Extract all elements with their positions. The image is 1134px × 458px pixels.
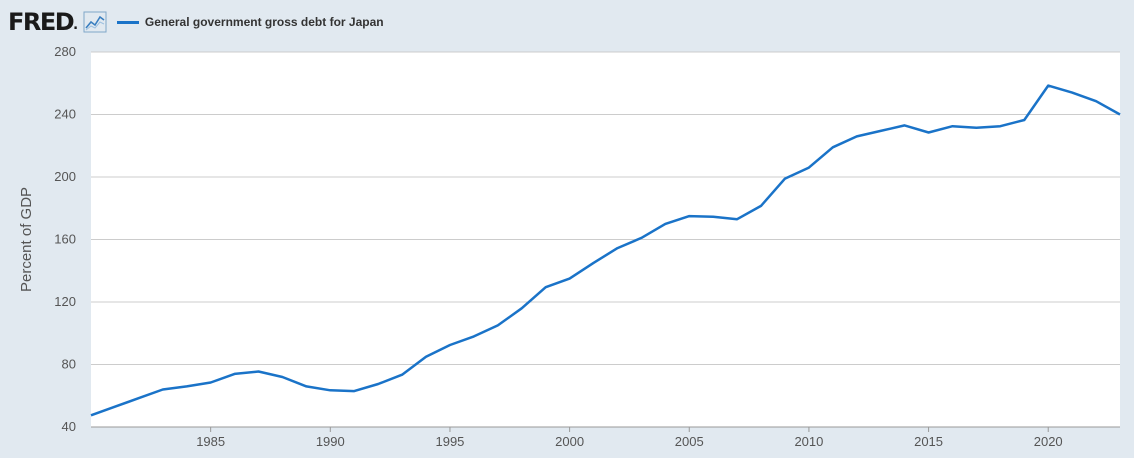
fred-logo-dot: . [72,8,79,35]
x-tick-label: 2005 [675,434,704,449]
y-tick-label: 40 [62,419,76,434]
y-tick-label: 80 [62,357,76,372]
legend-swatch [116,20,139,24]
x-tick-label: 2020 [1034,434,1063,449]
x-tick-label: 1985 [196,434,225,449]
series-group [90,84,1121,417]
x-tick-label: 1990 [316,434,345,449]
y-tick-label: 280 [54,44,76,59]
y-axis: 40 80 120 160 200 240 280 [54,44,76,434]
x-tick-label: 1995 [435,434,464,449]
grid [91,51,1120,428]
x-tick-label: 2015 [914,434,943,449]
chart-header: FRED. General government gross debt for … [8,8,384,36]
y-tick-label: 240 [54,107,76,122]
y-axis-title: Percent of GDP [18,187,35,292]
y-tick-label: 200 [54,169,76,184]
legend: General government gross debt for Japan [116,15,384,29]
fred-logo[interactable]: FRED [8,8,75,36]
y-tick-label: 160 [54,232,76,247]
y-tick-label: 120 [54,294,76,309]
x-tick-label: 2000 [555,434,584,449]
x-tick-label: 2010 [794,434,823,449]
line-chart-icon[interactable] [83,11,107,33]
x-axis: 1985 1990 1995 2000 2005 2010 2015 2020 [196,427,1063,449]
legend-label[interactable]: General government gross debt for Japan [144,15,384,29]
series-line [90,84,1121,417]
